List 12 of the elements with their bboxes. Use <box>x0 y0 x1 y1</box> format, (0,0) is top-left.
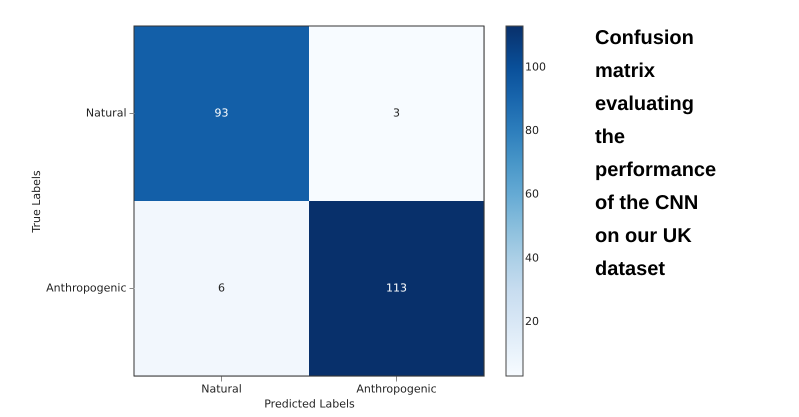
text: Confusion matrix evaluating the performance of the CNN on our UK dataset <box>595 27 716 280</box>
color-bar-label: 100 <box>525 60 546 74</box>
data-label: 6 <box>218 282 225 294</box>
data-label: 3 <box>393 106 400 120</box>
color-bar-label: 60 <box>525 188 539 201</box>
data-label: 113 <box>386 282 407 294</box>
color-bar-label: 80 <box>525 124 539 137</box>
data-label: 93 <box>214 106 228 120</box>
y-axis-title: True Labels <box>30 170 44 234</box>
color-bar-label: 20 <box>525 314 539 328</box>
x-axis-title: Predicted Labels <box>264 398 356 410</box>
color-bar-label: 40 <box>525 251 539 264</box>
